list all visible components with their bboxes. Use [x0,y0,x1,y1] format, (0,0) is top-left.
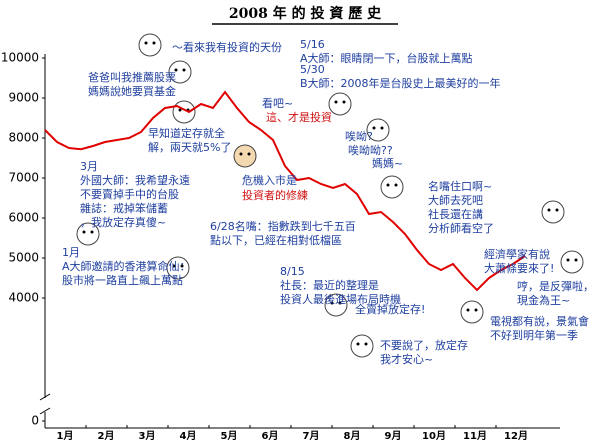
annotation: 唉呦? [345,129,373,143]
annotation: 這、才是投資 [266,110,332,124]
annotation: 股市將一路直上飆上萬點 [62,273,183,287]
face [380,175,404,199]
annotation: ～看來我有投資的天份 [172,40,282,54]
x-tick-label: 10月 [422,430,446,442]
face [168,60,192,84]
y-tick-label: 7000 [8,171,39,185]
annotation: 雜誌：戒掉笨儲蓄 [80,201,168,215]
face [324,293,348,317]
annotation: 不要說了，放定存 [380,338,468,352]
axis-break [39,407,51,415]
annotation: 唉呦呦?? [348,143,393,157]
face [166,256,190,280]
characters [76,33,584,358]
x-tick-label: 9月 [385,430,402,442]
annotation: 社長：最近的整理是 [280,278,379,292]
annotation: 6/28名嘴：指數跌到七千五百 [210,219,356,233]
x-tick-label: 7月 [303,430,320,442]
y-tick-label: 10000 [1,51,39,65]
y-tick-label: 0 [31,414,39,428]
annotation: 大師去死吧 [428,193,483,207]
face [366,118,390,142]
face [350,334,374,358]
annotation: 分析師看空了 [428,221,494,235]
y-tick-label: 9000 [8,91,39,105]
annotation: 1月 [62,246,80,259]
index-line [44,90,526,292]
annotation: 媽媽~ [372,156,403,170]
annotation: A大師邀請的香港算命仙： [62,259,191,273]
y-tick-label: 8000 [8,131,39,145]
x-tick-label: 12月 [504,430,528,442]
face [233,144,257,168]
annotation: 社長還在講 [428,207,483,221]
face [460,300,484,324]
annotation: 看吧~ [262,96,293,110]
y-tick-label: 4000 [8,291,39,305]
annotation: 名嘴住口啊~ [428,179,492,193]
x-tick-label: 1月 [57,430,74,442]
annotation: 哼，是反彈啦， [517,279,594,293]
annotation: 全賣掉放定存! [355,302,425,316]
x-tick-label: 5月 [221,430,238,442]
y-tick-label: 5000 [8,251,39,265]
face [172,100,196,124]
chart-title: 2008 年 的 投 資 歷 史 [229,5,382,22]
annotation: 解，兩天就5%了 [148,140,231,154]
annotation: 投資人最後進場布局時機 [280,292,401,306]
x-tick-label: 11月 [463,430,487,442]
annotation: 經濟學家有說 [484,247,550,261]
x-tick-label: 6月 [262,430,279,442]
face [560,250,584,274]
x-tick-label: 4月 [180,430,197,442]
annotation: 我才安心~ [380,352,433,366]
annotation: 5/16 [300,38,325,51]
axis-break [39,393,51,401]
annotation: ，我放定存真傻~ [80,215,166,229]
annotation: 爸爸叫我推薦股票 [88,70,176,84]
annotation: 5/30 [300,63,325,76]
annotation: 點以下，已經在相對低檔區 [210,233,342,247]
annotation: 3月 [80,160,98,173]
annotation: 電視都有說，景氣會 [490,314,589,328]
face [138,33,162,57]
x-tick-label: 8月 [344,430,361,442]
y-tick-label: 6000 [8,211,39,225]
annotation: 危機入市是 [242,173,297,187]
annotation: 8/15 [280,265,305,278]
x-tick-label: 2月 [98,430,115,442]
annotation: A大師：眼睛閉一下，台股就上萬點 [300,51,473,65]
face [76,222,100,246]
annotation: 現金為王~ [517,293,570,307]
annotation: 大蕭條要來了! [484,261,554,275]
face [328,92,352,116]
annotation: 投資者的修練 [242,188,308,202]
annotation: 不要賣掉手中的台股 [80,187,179,201]
annotation: B大師：2008年是台股史上最美好的一年 [300,76,501,90]
annotation: 不好到明年第一季 [490,328,578,342]
x-tick-label: 3月 [139,430,156,442]
annotation: 早知道定存就全 [148,126,225,140]
annotation: 媽媽說她要買基金 [88,84,176,98]
face [541,200,565,224]
annotation: 外國大師：我希望永遠 [80,173,190,187]
